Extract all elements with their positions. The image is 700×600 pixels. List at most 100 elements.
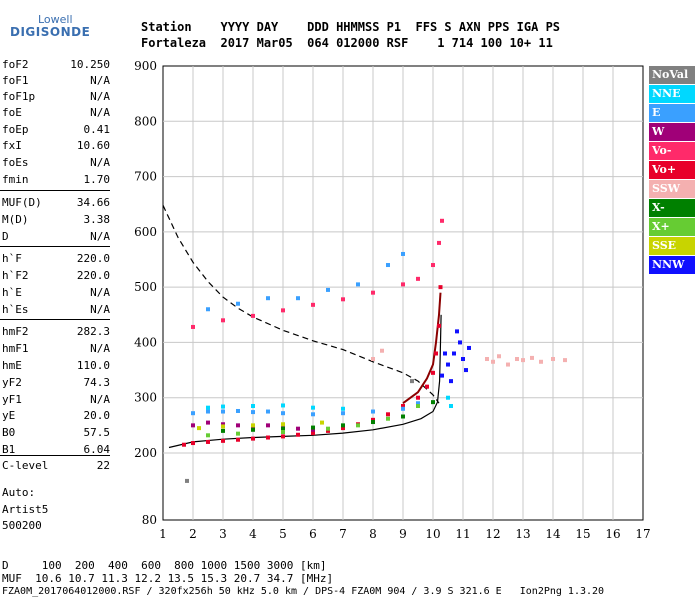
data-point bbox=[539, 359, 543, 364]
param-row: foE N/A bbox=[2, 106, 110, 120]
muf-row: MUF 10.6 10.7 11.3 12.2 13.5 15.3 20.7 3… bbox=[2, 572, 334, 585]
data-point bbox=[551, 357, 555, 362]
header-labels: Station YYYY DAY DDD HHMMSS P1 FFS S AXN… bbox=[141, 20, 561, 34]
legend-item: NoVal bbox=[649, 66, 695, 84]
data-point bbox=[311, 302, 315, 307]
data-point bbox=[221, 409, 225, 414]
data-point bbox=[296, 296, 300, 301]
legend-item: W bbox=[649, 123, 695, 141]
data-point bbox=[281, 426, 285, 431]
param-row: h`E N/A bbox=[2, 286, 110, 300]
param-name: yF2 bbox=[2, 376, 22, 389]
param-value: 57.5 bbox=[83, 426, 111, 439]
y-tick-label: 80 bbox=[142, 513, 157, 527]
data-point bbox=[236, 408, 240, 413]
param-name: B0 bbox=[2, 426, 16, 439]
data-point bbox=[371, 417, 375, 422]
data-point bbox=[491, 359, 495, 364]
data-point bbox=[206, 420, 210, 425]
data-point bbox=[191, 423, 195, 428]
param-value: 6.04 bbox=[83, 443, 111, 456]
data-point bbox=[401, 282, 405, 287]
data-point bbox=[356, 423, 360, 428]
data-point bbox=[221, 438, 225, 443]
data-point bbox=[380, 348, 384, 353]
param-value: 10.60 bbox=[76, 139, 110, 152]
param-row: foF2 10.250 bbox=[2, 58, 110, 72]
data-point bbox=[431, 400, 435, 405]
param-name: foF1 bbox=[2, 74, 29, 87]
data-point bbox=[434, 351, 438, 356]
legend-item: X+ bbox=[649, 218, 695, 236]
data-point bbox=[206, 307, 210, 312]
data-point bbox=[206, 433, 210, 438]
param-value: 220.0 bbox=[76, 269, 110, 282]
param-name: foF1p bbox=[2, 90, 36, 103]
data-point bbox=[341, 423, 345, 428]
data-point bbox=[446, 362, 450, 367]
distance-row: D 100 200 400 600 800 1000 1500 3000 [km… bbox=[2, 559, 327, 572]
param-name: D bbox=[2, 230, 9, 243]
param-name: h`Es bbox=[2, 303, 29, 316]
data-point bbox=[326, 287, 330, 292]
param-divider bbox=[0, 319, 110, 320]
data-point bbox=[371, 420, 375, 425]
x-tick-label: 10 bbox=[425, 527, 440, 541]
param-name: h`F bbox=[2, 252, 22, 265]
y-tick-label: 200 bbox=[134, 446, 157, 460]
data-point bbox=[401, 414, 405, 419]
data-point bbox=[410, 379, 414, 384]
data-point bbox=[326, 428, 330, 433]
param-value: 20.0 bbox=[83, 409, 111, 422]
param-row: foF1 N/A bbox=[2, 74, 110, 88]
param-row: D N/A bbox=[2, 230, 110, 244]
data-point bbox=[182, 442, 186, 447]
legend-item: SSW bbox=[649, 180, 695, 198]
data-point bbox=[341, 297, 345, 302]
param-name: hmF2 bbox=[2, 325, 29, 338]
y-tick-label: 400 bbox=[134, 335, 157, 349]
x-tick-label: 4 bbox=[249, 527, 257, 541]
data-point bbox=[251, 410, 255, 415]
param-row: M(D) 3.38 bbox=[2, 213, 110, 227]
data-point bbox=[449, 404, 453, 409]
param-row: hmE 110.0 bbox=[2, 359, 110, 373]
x-tick-label: 2 bbox=[189, 527, 197, 541]
data-point bbox=[191, 411, 195, 416]
param-value: N/A bbox=[90, 106, 110, 119]
param-row: h`F 220.0 bbox=[2, 252, 110, 266]
data-point bbox=[221, 424, 225, 429]
param-name: fmin bbox=[2, 173, 29, 186]
param-name: h`E bbox=[2, 286, 22, 299]
data-point bbox=[320, 420, 324, 425]
data-point bbox=[416, 395, 420, 400]
param-value: 282.3 bbox=[76, 325, 110, 338]
legend-item: Vo- bbox=[649, 142, 695, 160]
y-tick-label: 600 bbox=[134, 225, 157, 239]
param-value: N/A bbox=[90, 393, 110, 406]
x-tick-label: 17 bbox=[635, 527, 650, 541]
legend-item: E bbox=[649, 104, 695, 122]
param-row: h`F2 220.0 bbox=[2, 269, 110, 283]
param-divider bbox=[0, 455, 110, 456]
data-point bbox=[221, 428, 225, 433]
param-row: B0 57.5 bbox=[2, 426, 110, 440]
x-tick-label: 6 bbox=[309, 527, 317, 541]
param-name: hmE bbox=[2, 359, 22, 372]
data-point bbox=[455, 329, 459, 334]
data-point bbox=[401, 251, 405, 256]
param-name: yE bbox=[2, 409, 16, 422]
data-point bbox=[371, 290, 375, 295]
data-point bbox=[416, 401, 420, 406]
param-value: 1.70 bbox=[83, 173, 111, 186]
data-point bbox=[281, 411, 285, 416]
param-name: h`F2 bbox=[2, 269, 29, 282]
data-point bbox=[371, 409, 375, 414]
param-value: N/A bbox=[90, 74, 110, 87]
data-point bbox=[416, 276, 420, 281]
param-value: N/A bbox=[90, 286, 110, 299]
data-point bbox=[458, 340, 462, 345]
header-values: Fortaleza 2017 Mar05 064 012000 RSF 1 71… bbox=[141, 36, 553, 50]
x-tick-label: 15 bbox=[575, 527, 590, 541]
